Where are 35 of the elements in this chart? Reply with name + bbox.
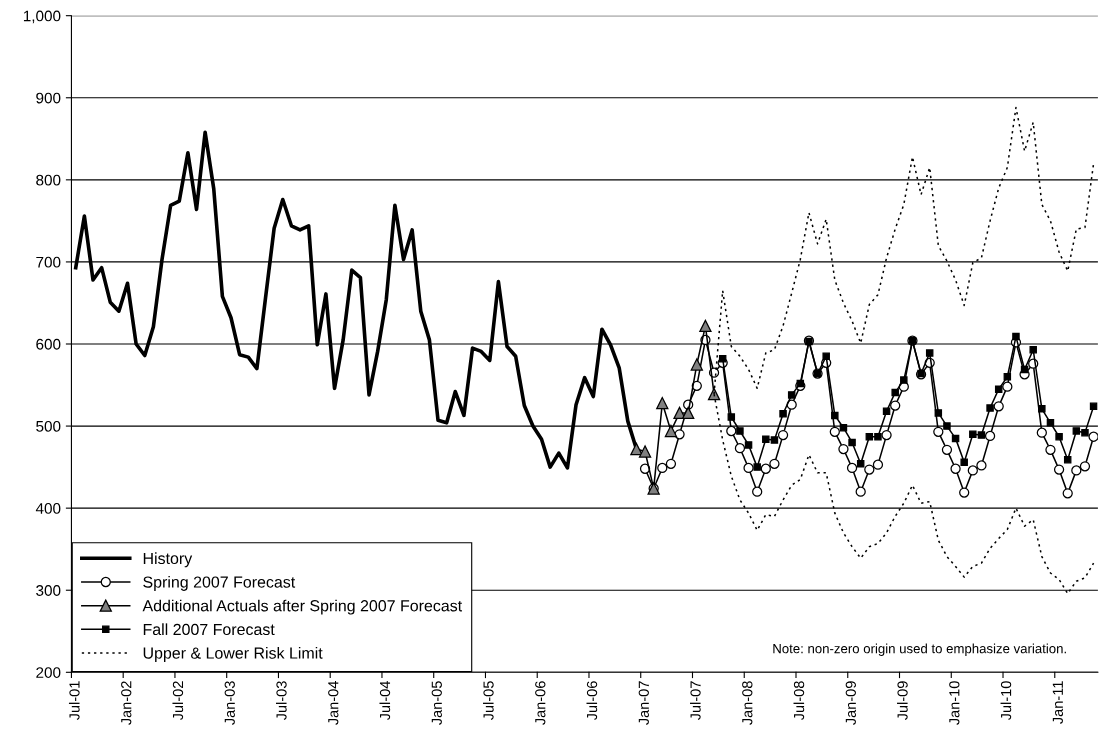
x-tick-label: Jan-03	[224, 681, 235, 725]
legend-label: Spring 2007 Forecast	[143, 576, 296, 591]
x-tick-label: Jan-11	[1052, 681, 1063, 724]
y-tick-label: 700	[36, 256, 61, 268]
x-tick-label: Jan-06	[535, 681, 546, 725]
y-tick-label: 1,000	[23, 10, 61, 24]
x-tick-label: Jan-09	[845, 681, 856, 725]
x-tick-label: Jul-10	[1000, 681, 1012, 721]
x-tick-label: Jul-06	[586, 681, 598, 721]
legend-label: Additional Actuals after Spring 2007 Forecast	[142, 599, 463, 615]
y-tick-label: 900	[36, 92, 61, 104]
x-tick-label: Jul-07	[690, 681, 701, 721]
x-tick-label: Jul-02	[172, 681, 184, 721]
x-tick-label: Jan-04	[328, 681, 339, 725]
x-tick-label: Jan-08	[742, 681, 753, 725]
y-tick-label: 300	[36, 585, 61, 596]
x-tick-label: Jul-08	[793, 681, 805, 721]
x-tick-label: Jul-01	[68, 681, 80, 721]
x-tick-label: Jan-07	[638, 681, 649, 725]
y-tick-label: 600	[36, 338, 61, 350]
x-tick-label: Jan-02	[121, 681, 132, 725]
y-tick-label: 500	[36, 420, 61, 432]
x-tick-label: Jul-04	[379, 681, 391, 721]
y-tick-label: 200	[36, 667, 61, 678]
annotation: Note: non-zero origin used to emphasize variation.	[773, 643, 1066, 656]
x-tick-label: Jan-10	[949, 681, 960, 725]
x-tick-label: Jul-09	[897, 681, 908, 721]
legend-label: History	[143, 552, 193, 568]
legend-label: Upper & Lower Risk Limit	[143, 647, 323, 662]
x-tick-label: Jul-05	[482, 681, 494, 721]
y-tick-label: 400	[35, 503, 61, 514]
y-tick-label: 800	[36, 174, 61, 186]
legend-label: Fall 2007 Forecast	[143, 623, 275, 636]
x-tick-label: Jul-03	[275, 681, 287, 721]
x-tick-label: Jan-05	[431, 681, 442, 725]
